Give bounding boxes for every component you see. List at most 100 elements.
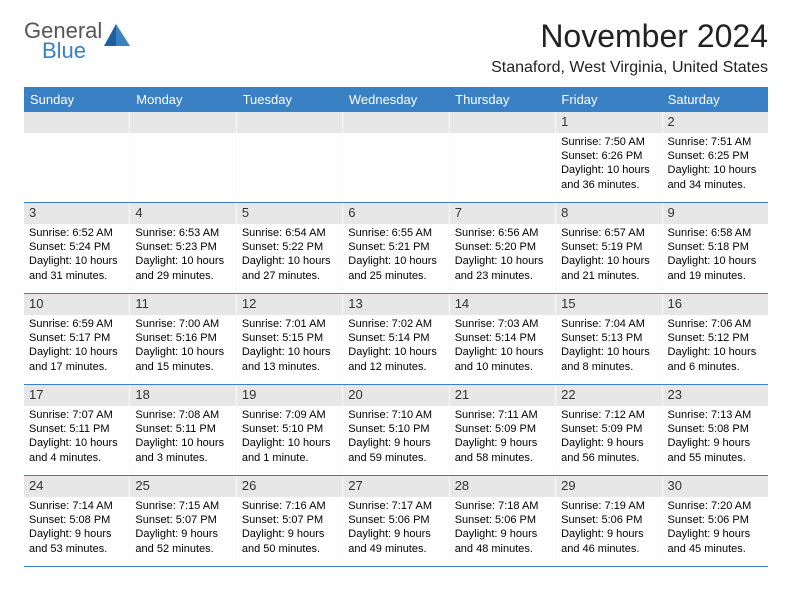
sunset-text: Sunset: 5:19 PM (561, 240, 656, 254)
day-number (24, 112, 129, 133)
daylight-text: Daylight: 9 hours and 52 minutes. (135, 527, 230, 556)
day-number: 7 (450, 203, 555, 224)
calendar-cell: 26Sunrise: 7:16 AMSunset: 5:07 PMDayligh… (236, 476, 342, 566)
calendar-week: 10 Sunrise: 6:59 AMSunset: 5:17 PM Dayligh… (24, 294, 768, 385)
calendar-cell: 28Sunrise: 7:18 AMSunset: 5:06 PMDayligh… (449, 476, 555, 566)
day-header: Tuesday (237, 87, 343, 112)
calendar-cell: 5Sunrise: 6:54 AMSunset: 5:22 PMDaylight… (236, 203, 342, 293)
daylight-text: Daylight: 10 hours and 15 minutes. (135, 345, 230, 374)
day-header: Saturday (662, 87, 768, 112)
day-number: 24 (24, 476, 129, 497)
daylight-text: Daylight: 10 hours and 1 minute. (242, 436, 337, 465)
calendar-cell: 19 Sunrise: 7:09 AMSunset: 5:10 PMDayligh… (236, 385, 342, 475)
day-header: Thursday (449, 87, 555, 112)
sunrise-text: Sunrise: 7:19 AM (561, 499, 656, 513)
day-number: 27 (343, 476, 448, 497)
calendar-cell: 9Sunrise: 6:58 AMSunset: 5:18 PMDaylight… (662, 203, 768, 293)
calendar-cell: 2Sunrise: 7:51 AMSunset: 6:25 PMDaylight… (662, 112, 768, 202)
sunrise-text: Sunrise: 7:06 AM (668, 317, 763, 331)
day-header: Monday (130, 87, 236, 112)
sunset-text: Sunset: 5:08 PM (29, 513, 124, 527)
sunset-text: Sunset: 5:10 PM (242, 422, 337, 436)
calendar-cell: 17Sunrise: 7:07 AMSunset: 5:11 PMDayligh… (24, 385, 129, 475)
sunset-text: Sunset: 5:20 PM (455, 240, 550, 254)
day-number: 8 (556, 203, 661, 224)
sunset-text: Sunset: 5:15 PM (242, 331, 337, 345)
day-number: 19 (237, 385, 342, 406)
day-header: Wednesday (343, 87, 449, 112)
day-number (343, 112, 448, 133)
day-header: Friday (555, 87, 661, 112)
sunset-text: Sunset: 5:16 PM (135, 331, 230, 345)
day-number: 13 (343, 294, 448, 315)
sunset-text: Sunset: 5:09 PM (561, 422, 656, 436)
daylight-text: Daylight: 9 hours and 45 minutes. (668, 527, 763, 556)
sunrise-text: Sunrise: 7:07 AM (29, 408, 124, 422)
day-number: 15 (556, 294, 661, 315)
calendar-week: 17Sunrise: 7:07 AMSunset: 5:11 PMDayligh… (24, 385, 768, 476)
daylight-text: Daylight: 10 hours and 27 minutes. (242, 254, 337, 283)
day-number (130, 112, 235, 133)
sunset-text: Sunset: 5:06 PM (668, 513, 763, 527)
calendar-cell: 1Sunrise: 7:50 AMSunset: 6:26 PMDaylight… (555, 112, 661, 202)
sunrise-text: Sunrise: 6:53 AM (135, 226, 230, 240)
day-number: 6 (343, 203, 448, 224)
daylight-text: Daylight: 9 hours and 56 minutes. (561, 436, 656, 465)
day-number: 28 (450, 476, 555, 497)
logo: General Blue (24, 18, 130, 64)
daylight-text: Daylight: 9 hours and 50 minutes. (242, 527, 337, 556)
sunrise-text: Sunrise: 6:54 AM (242, 226, 337, 240)
calendar-cell: 13Sunrise: 7:02 AMSunset: 5:14 PMDayligh… (342, 294, 448, 384)
day-header: Sunday (24, 87, 130, 112)
sunrise-text: Sunrise: 7:09 AM (242, 408, 337, 422)
day-number (237, 112, 342, 133)
calendar-cell: 25Sunrise: 7:15 AMSunset: 5:07 PMDayligh… (129, 476, 235, 566)
sunrise-text: Sunrise: 7:00 AM (135, 317, 230, 331)
daylight-text: Daylight: 10 hours and 34 minutes. (668, 163, 763, 192)
day-number: 4 (130, 203, 235, 224)
day-number: 17 (24, 385, 129, 406)
day-number: 23 (663, 385, 768, 406)
calendar-cell: 29Sunrise: 7:19 AMSunset: 5:06 PMDayligh… (555, 476, 661, 566)
day-number: 1 (556, 112, 661, 133)
sunrise-text: Sunrise: 7:01 AM (242, 317, 337, 331)
daylight-text: Daylight: 10 hours and 13 minutes. (242, 345, 337, 374)
daylight-text: Daylight: 9 hours and 46 minutes. (561, 527, 656, 556)
day-number: 30 (663, 476, 768, 497)
daylight-text: Daylight: 9 hours and 55 minutes. (668, 436, 763, 465)
sunrise-text: Sunrise: 7:16 AM (242, 499, 337, 513)
daylight-text: Daylight: 10 hours and 3 minutes. (135, 436, 230, 465)
calendar-week: 1Sunrise: 7:50 AMSunset: 6:26 PMDaylight… (24, 112, 768, 203)
calendar-cell: 7Sunrise: 6:56 AMSunset: 5:20 PMDaylight… (449, 203, 555, 293)
sunrise-text: Sunrise: 7:11 AM (455, 408, 550, 422)
daylight-text: Daylight: 10 hours and 10 minutes. (455, 345, 550, 374)
sunset-text: Sunset: 5:23 PM (135, 240, 230, 254)
day-number: 11 (130, 294, 235, 315)
day-number: 22 (556, 385, 661, 406)
daylight-text: Daylight: 10 hours and 23 minutes. (455, 254, 550, 283)
daylight-text: Daylight: 10 hours and 21 minutes. (561, 254, 656, 283)
calendar-cell: 12Sunrise: 7:01 AMSunset: 5:15 PMDayligh… (236, 294, 342, 384)
day-number: 9 (663, 203, 768, 224)
sunrise-text: Sunrise: 6:52 AM (29, 226, 124, 240)
logo-text: General Blue (24, 18, 102, 64)
header: General Blue November 2024 Stanaford, We… (24, 18, 768, 77)
sunset-text: Sunset: 5:12 PM (668, 331, 763, 345)
daylight-text: Daylight: 10 hours and 36 minutes. (561, 163, 656, 192)
sunset-text: Sunset: 5:17 PM (29, 331, 124, 345)
daylight-text: Daylight: 10 hours and 8 minutes. (561, 345, 656, 374)
calendar-week: 24Sunrise: 7:14 AMSunset: 5:08 PMDayligh… (24, 476, 768, 567)
calendar-cell: 21Sunrise: 7:11 AMSunset: 5:09 PMDayligh… (449, 385, 555, 475)
daylight-text: Daylight: 9 hours and 53 minutes. (29, 527, 124, 556)
calendar-cell: 16Sunrise: 7:06 AMSunset: 5:12 PMDayligh… (662, 294, 768, 384)
calendar-header-row: SundayMondayTuesdayWednesdayThursdayFrid… (24, 87, 768, 112)
sunrise-text: Sunrise: 6:59 AM (29, 317, 124, 331)
calendar-cell: 14Sunrise: 7:03 AMSunset: 5:14 PMDayligh… (449, 294, 555, 384)
calendar-cell: 30Sunrise: 7:20 AMSunset: 5:06 PMDayligh… (662, 476, 768, 566)
sunrise-text: Sunrise: 7:50 AM (561, 135, 656, 149)
sunset-text: Sunset: 5:09 PM (455, 422, 550, 436)
sunset-text: Sunset: 5:07 PM (242, 513, 337, 527)
day-number: 10 (24, 294, 129, 315)
calendar-cell: 4Sunrise: 6:53 AMSunset: 5:23 PMDaylight… (129, 203, 235, 293)
calendar: SundayMondayTuesdayWednesdayThursdayFrid… (24, 87, 768, 567)
